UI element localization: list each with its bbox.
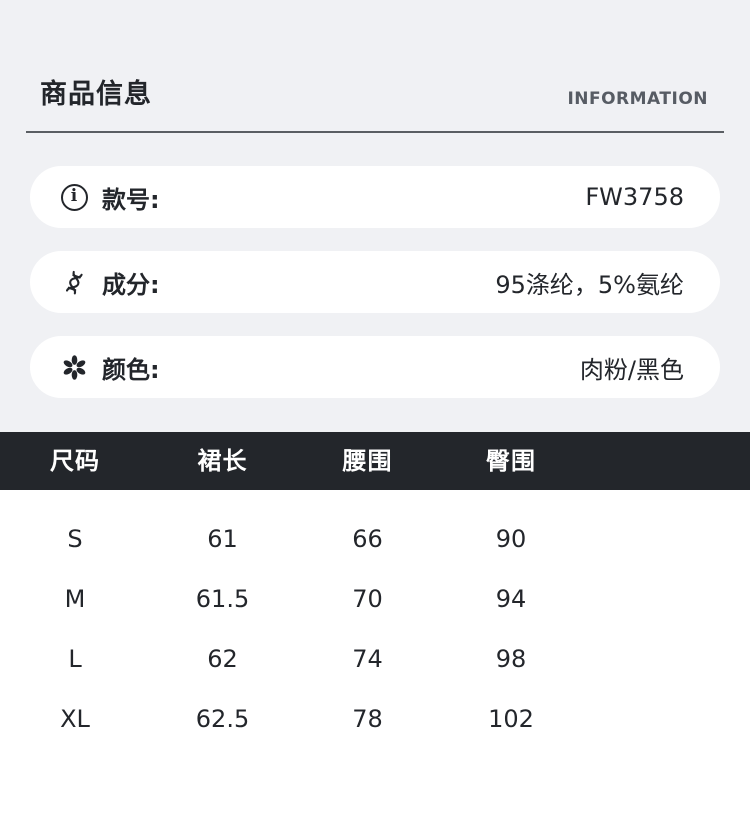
color-value: 肉粉/黑色: [579, 355, 684, 384]
cell-hip: 102: [488, 705, 534, 733]
info-row-left: i 款号:: [60, 180, 160, 215]
section-subtitle: INFORMATION: [567, 89, 708, 109]
cell-hip: 98: [495, 645, 527, 673]
cell-size: L: [68, 645, 82, 673]
composition-label: 成分:: [102, 270, 160, 299]
column-header-size: 尺码: [50, 447, 100, 475]
cell-hip: 94: [495, 585, 527, 613]
info-row-left: 颜色:: [60, 350, 160, 385]
table-row: L 62 74 98: [0, 629, 750, 689]
cell-waist: 70: [352, 585, 383, 613]
size-table-header: 尺码 裙长 腰围 臀围: [0, 432, 750, 490]
cell-waist: 74: [352, 645, 383, 673]
dna-fabric-icon: [56, 264, 92, 300]
info-row-color: 颜色: 肉粉/黑色: [30, 336, 720, 398]
info-row-left: 成分:: [60, 265, 160, 300]
divider: [26, 131, 724, 133]
cell-length: 61.5: [195, 585, 250, 613]
cell-size: S: [67, 525, 83, 553]
cell-waist: 78: [352, 705, 383, 733]
product-info-section: 商品信息 INFORMATION i 款号: FW3758: [0, 0, 750, 432]
column-header-length: 裙长: [197, 447, 248, 475]
table-row: S 61 66 90: [0, 509, 750, 569]
cell-length: 62: [207, 645, 238, 673]
size-table-body: S 61 66 90 M 61.5 70 94 L 62 74 98 XL 62…: [0, 490, 750, 749]
style-number-value: FW3758: [585, 183, 684, 211]
column-header-hip: 臀围: [486, 447, 536, 475]
info-circle-icon: i: [60, 183, 88, 211]
cell-size: M: [64, 585, 86, 613]
info-row-style-number: i 款号: FW3758: [30, 166, 720, 228]
flower-icon: [60, 353, 88, 381]
color-label: 颜色:: [102, 355, 160, 384]
style-number-label: 款号:: [102, 185, 160, 214]
cell-size: XL: [60, 705, 90, 733]
column-header-waist: 腰围: [342, 447, 393, 475]
cell-length: 61: [207, 525, 238, 553]
size-table: 尺码 裙长 腰围 臀围 S 61 66 90 M 61.5 70 94 L 62…: [0, 432, 750, 749]
table-row: XL 62.5 78 102: [0, 689, 750, 749]
page-title: 商品信息: [40, 79, 152, 110]
info-row-composition: 成分: 95涤纶，5%氨纶: [30, 251, 720, 313]
table-row: M 61.5 70 94: [0, 569, 750, 629]
cell-waist: 66: [352, 525, 383, 553]
cell-length: 62.5: [195, 705, 250, 733]
composition-value: 95涤纶，5%氨纶: [495, 270, 684, 299]
cell-hip: 90: [495, 525, 527, 553]
section-header: 商品信息 INFORMATION: [0, 72, 750, 111]
